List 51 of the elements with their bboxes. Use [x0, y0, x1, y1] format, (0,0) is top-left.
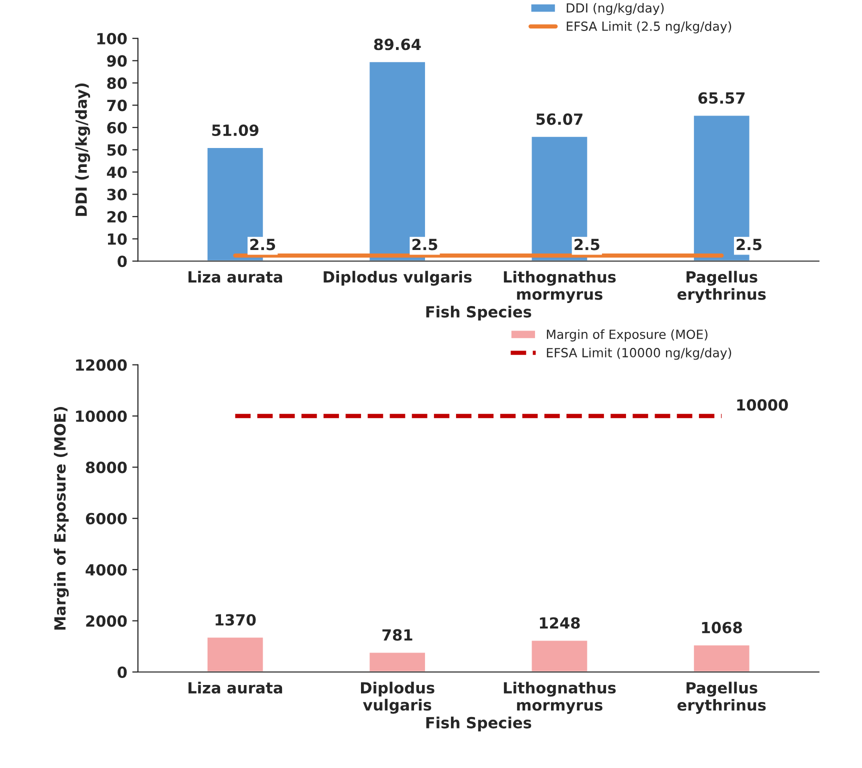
data-label: 1248	[540, 617, 580, 629]
y-tick-label: 20	[107, 211, 127, 223]
data-label: 51.09	[212, 124, 258, 136]
data-label: 1370	[216, 614, 256, 626]
bar	[368, 651, 426, 672]
y-tick-label: 30	[107, 188, 127, 200]
data-label: 2.5	[574, 238, 600, 250]
data-label: 1068	[702, 622, 742, 634]
data-label: 2.5	[736, 238, 762, 250]
x-tick-label: Lithognathus mormyrus	[504, 270, 616, 303]
legend-label: DDI (ng/kg/day)	[566, 2, 664, 16]
y-tick-label: 90	[107, 55, 127, 67]
y-tick-label: 0	[118, 666, 127, 678]
y-tick-label: 8000	[86, 462, 127, 474]
data-label: 781	[382, 629, 412, 641]
y-tick-label: 12000	[76, 359, 127, 371]
legend-label: Margin of Exposure (MOE)	[546, 329, 708, 342]
data-label: 2.5	[412, 238, 438, 250]
x-tick-label: Liza aurata	[188, 270, 282, 283]
legend-label: EFSA Limit (2.5 ng/kg/day)	[566, 21, 732, 34]
x-tick-label: Lithognathus mormyrus	[504, 682, 616, 714]
y-tick-label: 10	[108, 233, 127, 245]
y-tick-label: 2000	[86, 615, 127, 627]
y-axis-title: Margin of Exposure (MOE)	[54, 407, 69, 630]
y-tick-label: 100	[97, 32, 127, 44]
x-axis-title: Fish Species	[426, 306, 532, 321]
y-tick-label: 80	[107, 77, 127, 89]
y-tick-label: 40	[106, 166, 127, 178]
data-label: 10000	[737, 399, 788, 411]
data-label: 2.5	[250, 238, 276, 250]
legend-label: EFSA Limit (10000 ng/kg/day)	[546, 348, 732, 360]
x-tick-label: Diplodus vulgaris	[324, 270, 472, 286]
y-tick-label: 6000	[86, 512, 127, 524]
x-axis-title: Fish Species	[426, 716, 532, 732]
y-axis-title: DDI (ng/kg/day)	[75, 84, 90, 216]
y-tick-label: 0	[118, 256, 127, 268]
y-tick-label: 4000	[86, 564, 127, 576]
y-tick-label: 10000	[76, 410, 127, 422]
x-tick-label: Diplodus vulgaris	[361, 682, 434, 714]
x-tick-label: Pagellus erythrinus	[677, 270, 766, 303]
bar	[692, 644, 751, 672]
bar	[206, 636, 264, 672]
data-label: 56.07	[536, 113, 582, 125]
y-tick-label: 50	[107, 144, 127, 156]
x-tick-label: Pagellus erythrinus	[677, 682, 766, 714]
bar	[530, 639, 589, 672]
data-label: 65.57	[698, 92, 745, 104]
y-tick-label: 70	[107, 100, 127, 112]
y-tick-label: 60	[107, 122, 127, 134]
data-label: 89.64	[374, 38, 421, 50]
x-tick-label: Liza aurata	[188, 682, 282, 694]
